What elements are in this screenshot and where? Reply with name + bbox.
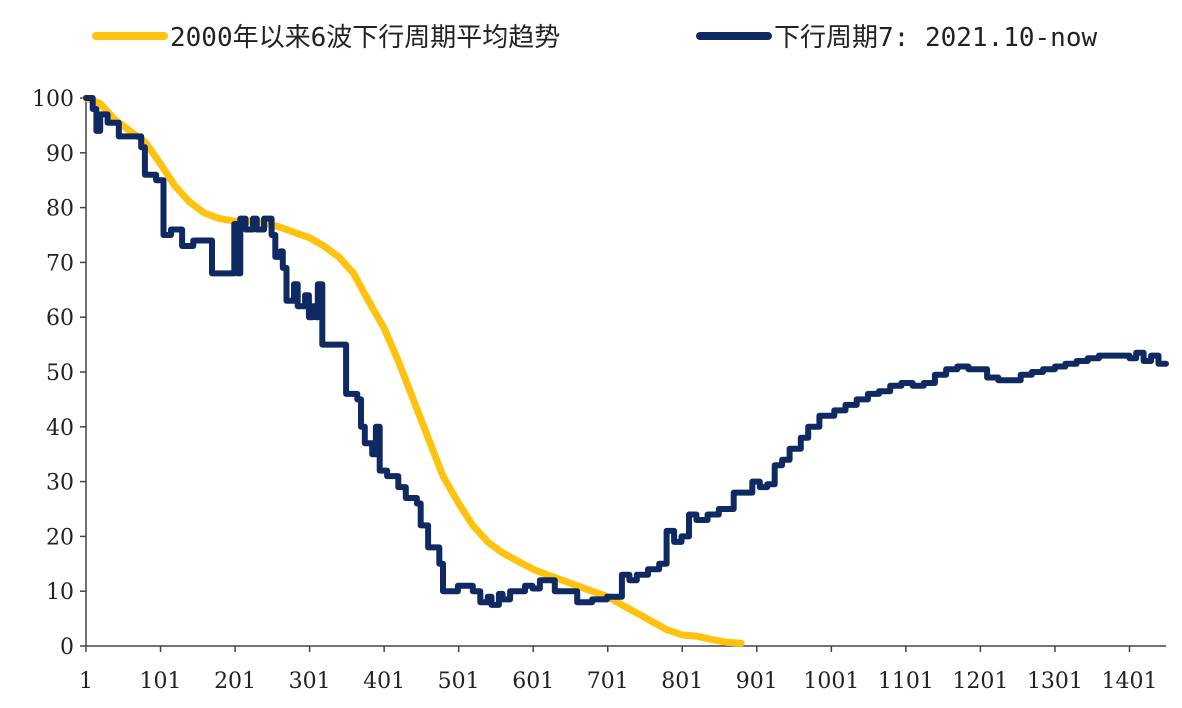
- x-tick-label: 401: [363, 669, 405, 694]
- x-tick-label: 301: [289, 669, 331, 694]
- y-tick-label: 0: [60, 635, 74, 660]
- x-tick-label: 201: [214, 669, 256, 694]
- y-tick-label: 30: [46, 471, 74, 496]
- y-tick-label: 40: [46, 416, 74, 441]
- x-tick-label: 1301: [1027, 669, 1083, 694]
- legend: 2000年以来6波下行周期平均趋势 下行周期7: 2021.10-now: [92, 23, 1097, 53]
- x-tick-label: 1201: [952, 669, 1008, 694]
- y-tick-label: 80: [46, 197, 74, 222]
- x-tick-label: 1: [79, 669, 93, 694]
- x-tick-label: 1401: [1101, 669, 1157, 694]
- y-tick-label: 10: [46, 580, 74, 605]
- y-tick-label: 70: [46, 251, 74, 276]
- legend-label-average-trend: 2000年以来6波下行周期平均趋势: [170, 23, 560, 53]
- x-tick-label: 901: [736, 669, 778, 694]
- x-tick-label: 501: [438, 669, 480, 694]
- legend-label-cycle-7: 下行周期7: 2021.10-now: [774, 23, 1097, 53]
- y-tick-label: 100: [32, 87, 74, 112]
- x-tick-label: 701: [587, 669, 629, 694]
- x-tick-label: 101: [140, 669, 182, 694]
- series-line-cycle-7: [83, 95, 1169, 608]
- y-tick-label: 90: [46, 142, 74, 167]
- series-line-average-trend: [82, 94, 745, 647]
- x-tick-label: 801: [661, 669, 703, 694]
- y-tick-label: 50: [46, 361, 74, 386]
- x-tick-label: 601: [512, 669, 554, 694]
- series-layer: [82, 94, 1169, 647]
- x-tick-label: 1101: [878, 669, 934, 694]
- y-tick-label: 20: [46, 525, 74, 550]
- x-tick-label: 1001: [803, 669, 859, 694]
- y-tick-label: 60: [46, 306, 74, 331]
